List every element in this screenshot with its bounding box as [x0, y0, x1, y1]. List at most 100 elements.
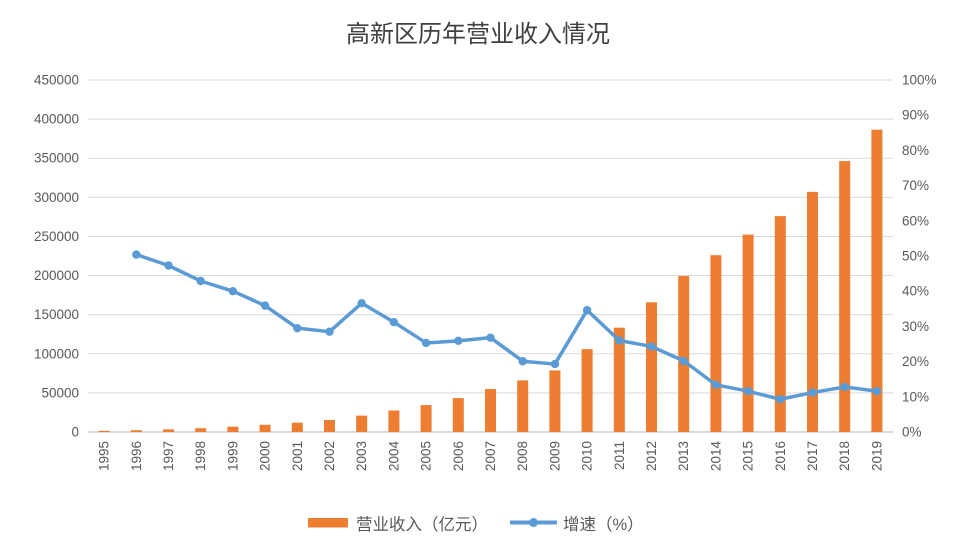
revenue-bar-1998 — [195, 428, 207, 432]
x-axis-tick-2001: 2001 — [290, 441, 305, 471]
left-axis-tick: 400000 — [34, 112, 79, 127]
left-axis-tick: 200000 — [34, 268, 79, 283]
growth-marker-1997 — [164, 261, 173, 270]
growth-marker-1998 — [196, 276, 205, 286]
growth-marker-2010 — [582, 306, 592, 315]
revenue-bar-2015 — [742, 234, 754, 432]
x-axis-tick-2010: 2010 — [580, 441, 595, 471]
x-axis-tick-1998: 1998 — [193, 441, 208, 471]
revenue-bar-1999 — [227, 426, 239, 432]
right-axis-tick: 60% — [902, 213, 929, 228]
growth-marker-2009 — [550, 359, 560, 369]
growth-legend-label: 增速（%） — [563, 515, 644, 534]
growth-marker-2017 — [808, 388, 817, 397]
x-axis-tick-2019: 2019 — [869, 441, 884, 471]
revenue-bar-2005 — [420, 405, 432, 432]
left-axis-tick: 100000 — [34, 346, 79, 361]
growth-marker-2008 — [518, 357, 527, 366]
growth-line — [134, 252, 879, 402]
x-axis-tick-2014: 2014 — [708, 441, 723, 472]
x-axis-tick-1995: 1995 — [97, 441, 112, 471]
revenue-bar-2018 — [839, 161, 851, 433]
x-axis-tick-1997: 1997 — [161, 441, 176, 471]
revenue-bar-2007 — [485, 389, 496, 432]
right-axis-tick: 30% — [902, 319, 929, 334]
growth-polyline — [134, 252, 879, 402]
x-axis-tick-2007: 2007 — [483, 441, 498, 471]
revenue-bar-2017 — [807, 191, 818, 432]
right-axis-tick: 10% — [902, 389, 929, 404]
growth-marker-2000 — [260, 301, 270, 310]
x-axis-tick-2008: 2008 — [515, 441, 530, 471]
revenue-bar-1996 — [130, 430, 142, 432]
growth-marker-2002 — [325, 327, 334, 336]
growth-marker-2007 — [486, 333, 495, 342]
x-axis-tick-1996: 1996 — [129, 441, 144, 471]
revenue-bar-2002 — [324, 420, 335, 432]
revenue-bar-2010 — [581, 349, 593, 432]
left-axis-tick: 0 — [71, 425, 79, 440]
x-axis-tick-2015: 2015 — [741, 441, 756, 471]
growth-marker-2013 — [679, 356, 688, 366]
x-axis-tick-2016: 2016 — [773, 441, 788, 471]
x-axis-tick-2018: 2018 — [837, 441, 852, 471]
x-axis-tick-2002: 2002 — [322, 441, 337, 471]
growth-marker-2014 — [711, 380, 721, 390]
growth-marker-2015 — [743, 386, 753, 396]
x-axis-tick-2004: 2004 — [386, 441, 401, 472]
right-axis-tick: 50% — [902, 249, 929, 264]
right-axis-tick: 40% — [902, 284, 929, 299]
growth-legend-marker — [529, 518, 538, 527]
revenue-bar-2006 — [452, 398, 464, 432]
revenue-bar-2001 — [291, 422, 303, 432]
left-axis-tick: 350000 — [34, 151, 79, 166]
growth-marker-1999 — [228, 287, 238, 296]
left-axis-tick: 150000 — [34, 307, 79, 322]
right-axis-labels: 0% 10% 20% 30% 40% 50% 60% 70% 80% 90% 100% — [902, 73, 937, 440]
x-axis-tick-2000: 2000 — [258, 441, 273, 471]
x-axis-tick-2011: 2011 — [612, 441, 627, 470]
growth-marker-2006 — [454, 336, 463, 346]
growth-marker-2001 — [293, 323, 302, 333]
growth-marker-2003 — [357, 298, 366, 308]
left-axis-tick: 300000 — [34, 190, 79, 205]
growth-marker-2011 — [615, 336, 624, 345]
x-axis-tick-1999: 1999 — [225, 441, 240, 471]
right-axis-tick: 0% — [902, 425, 922, 440]
revenue-bar-2008 — [517, 380, 529, 432]
chart-title: 高新区历年营业收入情况 — [346, 21, 610, 48]
revenue-legend-label: 营业收入（亿元） — [356, 515, 488, 534]
growth-marker-2019 — [872, 386, 882, 396]
legend: 营业收入（亿元） 增速（%） — [308, 515, 644, 534]
left-axis-tick: 50000 — [41, 385, 79, 400]
growth-marker-2018 — [840, 382, 849, 392]
revenue-bar-1997 — [163, 429, 174, 432]
x-axis-tick-2012: 2012 — [644, 441, 659, 471]
revenue-legend-swatch — [308, 518, 348, 528]
growth-marker-2004 — [389, 317, 399, 327]
left-axis-labels: 0 50000 100000 150000 200000 250000 300000 3500… — [34, 73, 79, 440]
x-axis-tick-2005: 2005 — [419, 441, 434, 471]
growth-marker-2016 — [776, 395, 785, 404]
revenue-bar-2004 — [388, 410, 400, 432]
right-axis-tick: 20% — [902, 354, 929, 369]
revenue-bar-2019 — [871, 129, 883, 432]
x-axis-tick-2013: 2013 — [676, 441, 691, 471]
right-axis-tick: 100% — [902, 73, 937, 88]
revenue-bar-2013 — [678, 276, 690, 432]
revenue-bar-2016 — [774, 216, 786, 432]
revenue-bar-2011 — [613, 327, 625, 432]
right-axis-tick: 70% — [902, 178, 929, 193]
x-axis-labels: 1995 1996 1997 1998 1999 2000 2001 2002 2003 2004… — [97, 441, 885, 472]
left-axis-tick: 450000 — [34, 73, 79, 88]
growth-marker-1996 — [132, 250, 141, 259]
left-axis-tick: 250000 — [34, 229, 79, 244]
x-axis-tick-2009: 2009 — [547, 441, 562, 471]
revenue-bar-2014 — [710, 255, 722, 432]
gridlines — [88, 79, 893, 394]
revenue-bar-2012 — [646, 302, 657, 432]
x-axis-tick-2017: 2017 — [805, 441, 820, 471]
revenue-bar-2003 — [356, 415, 368, 432]
